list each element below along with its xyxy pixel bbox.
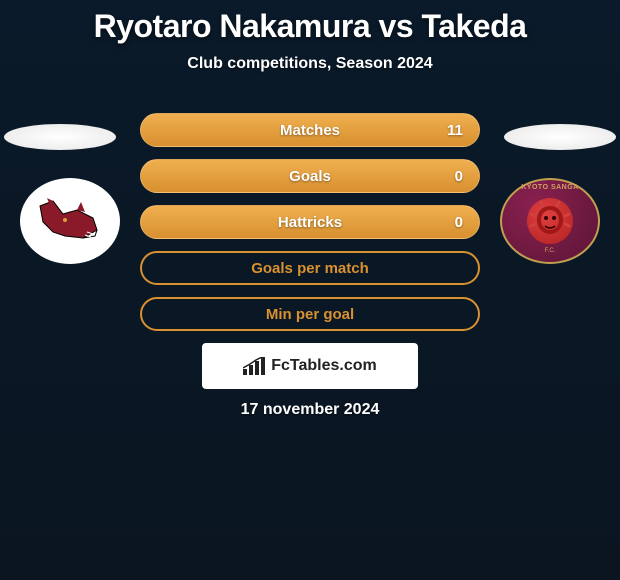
stat-value: 0: [455, 168, 463, 185]
bars-icon: [243, 357, 265, 375]
date-label: 17 november 2024: [0, 401, 620, 419]
stat-row-matches: Matches 11: [140, 113, 480, 147]
coyote-icon: [35, 196, 105, 246]
stat-row-hattricks: Hattricks 0: [140, 205, 480, 239]
stat-row-goals: Goals 0: [140, 159, 480, 193]
watermark-box: FcTables.com: [202, 343, 418, 389]
badge-right-text-bottom: F.C.: [502, 248, 598, 254]
stats-list: Matches 11 Goals 0 Hattricks 0 Goals per…: [140, 113, 480, 331]
badge-bg-right: KYOTO SANGA F.C.: [500, 178, 600, 264]
watermark-text: FcTables.com: [271, 357, 377, 375]
stat-label: Goals per match: [142, 260, 478, 277]
club-badge-left: [20, 178, 120, 264]
player-oval-right: [504, 124, 616, 150]
stat-value: 11: [447, 122, 463, 139]
stat-label: Matches: [141, 122, 479, 139]
subtitle: Club competitions, Season 2024: [0, 55, 620, 73]
club-badge-right: KYOTO SANGA F.C.: [500, 178, 600, 264]
page-title: Ryotaro Nakamura vs Takeda: [0, 8, 620, 45]
player-oval-left: [4, 124, 116, 150]
badge-right-text-top: KYOTO SANGA: [502, 184, 598, 191]
stat-row-goals-per-match: Goals per match: [140, 251, 480, 285]
stat-label: Min per goal: [142, 306, 478, 323]
badge-bg-left: [20, 178, 120, 264]
stat-label: Hattricks: [141, 214, 479, 231]
stat-row-min-per-goal: Min per goal: [140, 297, 480, 331]
comparison-card: Ryotaro Nakamura vs Takeda Club competit…: [0, 0, 620, 419]
lion-icon: [527, 198, 573, 244]
stat-label: Goals: [141, 168, 479, 185]
stat-value: 0: [455, 214, 463, 231]
